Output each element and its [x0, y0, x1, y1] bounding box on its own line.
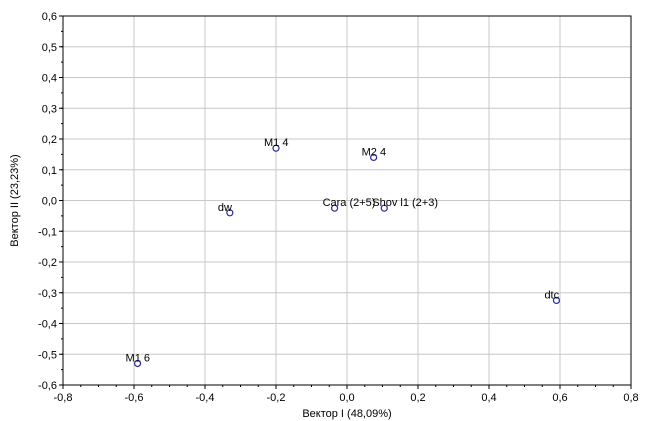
point-label: dtc [544, 289, 559, 301]
y-tick-label: -0,5 [38, 349, 57, 361]
data-point: M1 6 [126, 352, 150, 368]
x-tick-label: 0,4 [481, 392, 496, 404]
point-label: M2 4 [362, 146, 386, 158]
y-tick-label: 0,1 [42, 165, 57, 177]
point-label: dw [218, 202, 232, 214]
y-tick-label: 0,2 [42, 134, 57, 146]
y-tick-label: -0,2 [38, 257, 57, 269]
x-axis-title: Вектор I (48,09%) [302, 408, 391, 420]
x-tick-label: -0,8 [54, 392, 73, 404]
point-marker [380, 204, 388, 212]
point-marker [370, 153, 378, 162]
y-tick-label: -0,3 [38, 288, 57, 300]
y-tick-labels: 0,6 0,5 0,4 0,3 0,2 0,1 0,0 -0,1 -0,2 -0,3 -0,4 -0,… [38, 11, 57, 392]
data-point: M2 4 [362, 146, 386, 162]
x-tick-labels: -0,8 -0,6 -0,4 -0,2 0,0 0,2 0,4 0,6 0,8 [54, 392, 639, 404]
y-tick-label: 0,0 [42, 196, 57, 208]
point-marker [330, 204, 339, 212]
x-tick-label: -0,2 [267, 392, 286, 404]
point-label: Shov l1 (2+3) [372, 197, 438, 209]
data-points: M1 4 M2 4 dw Cara (2+5)Shov l1 (2+3) dtc M1 6 [126, 137, 561, 368]
y-axis-title: Вектор II (23,23%) [9, 154, 21, 246]
point-label: M1 4 [264, 137, 288, 149]
point-marker [133, 359, 142, 368]
y-tick-label: -0,1 [38, 226, 57, 238]
y-tick-label: -0,6 [38, 380, 57, 392]
point-label: Cara (2+5) [323, 197, 376, 209]
data-point: dtc [544, 289, 561, 305]
x-tick-label: 0,0 [339, 392, 354, 404]
x-tick-label: 0,2 [410, 392, 425, 404]
data-point: M1 4 [264, 137, 288, 152]
y-tick-label: -0,4 [38, 319, 57, 331]
point-marker [226, 209, 234, 217]
y-tick-label: 0,3 [42, 103, 57, 115]
y-tick-label: 0,5 [42, 42, 57, 54]
point-label: M1 6 [126, 352, 150, 364]
point-marker [272, 144, 280, 152]
x-tick-label: -0,6 [125, 392, 144, 404]
axis-ticks [59, 15, 632, 389]
grid-lines [63, 16, 631, 385]
x-tick-label: -0,4 [196, 392, 215, 404]
data-point: Cara (2+5) [323, 197, 376, 212]
y-tick-label: 0,6 [42, 11, 57, 23]
data-point: Shov l1 (2+3) [372, 197, 438, 212]
y-tick-label: 0,4 [42, 73, 57, 85]
point-marker [552, 296, 561, 305]
x-tick-label: 0,8 [623, 392, 638, 404]
x-tick-label: 0,6 [552, 392, 567, 404]
data-point: dw [218, 202, 234, 217]
